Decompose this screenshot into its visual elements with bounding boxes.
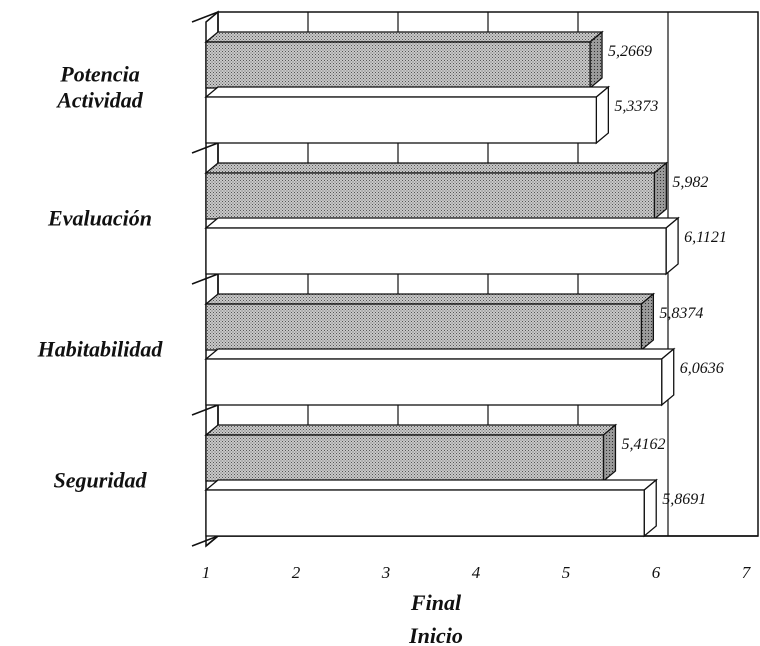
data-label: 5,8374 bbox=[659, 305, 703, 322]
bar-inicio bbox=[206, 218, 678, 274]
data-label: 5,8691 bbox=[662, 491, 706, 508]
data-label: 5,4162 bbox=[621, 436, 665, 453]
bar-final bbox=[206, 425, 615, 481]
bar-inicio bbox=[206, 480, 656, 536]
category-tick bbox=[192, 143, 218, 153]
bar-side bbox=[596, 87, 608, 143]
data-label: 6,1121 bbox=[684, 229, 727, 246]
bar-front bbox=[206, 97, 596, 143]
bar-top bbox=[206, 425, 615, 435]
bar-side bbox=[666, 218, 678, 274]
category-tick bbox=[192, 405, 218, 415]
legend-entry: Final bbox=[410, 590, 462, 615]
data-label: 5,3373 bbox=[614, 98, 658, 115]
bar-top bbox=[206, 480, 656, 490]
data-label: 5,2669 bbox=[608, 43, 652, 60]
x-tick-label: 1 bbox=[202, 563, 211, 582]
bar-side bbox=[662, 349, 674, 405]
bar-front bbox=[206, 490, 644, 536]
bar-inicio bbox=[206, 87, 608, 143]
bar-front bbox=[206, 42, 590, 88]
category-label: Seguridad bbox=[54, 468, 148, 493]
bar-final bbox=[206, 163, 666, 219]
bar-front bbox=[206, 359, 662, 405]
bars-layer bbox=[206, 32, 678, 536]
bar-side bbox=[654, 163, 666, 219]
bar-top bbox=[206, 218, 678, 228]
bar-final bbox=[206, 32, 602, 88]
x-tick-label: 5 bbox=[562, 563, 571, 582]
category-label: Potencia Actividad bbox=[55, 62, 144, 113]
bar-top bbox=[206, 294, 653, 304]
legend-entry: Inicio bbox=[408, 623, 463, 646]
bar-top bbox=[206, 32, 602, 42]
category-tick bbox=[192, 12, 218, 22]
bar-top bbox=[206, 87, 608, 97]
bar-front bbox=[206, 304, 641, 350]
category-label: Habitabilidad bbox=[37, 337, 164, 362]
x-tick-label: 2 bbox=[292, 563, 301, 582]
bar-side bbox=[644, 480, 656, 536]
bar-front bbox=[206, 435, 603, 481]
bar-side bbox=[590, 32, 602, 88]
data-label: 5,982 bbox=[672, 174, 708, 191]
legend-layer: Final Inicio bbox=[408, 590, 463, 646]
bar-top bbox=[206, 349, 674, 359]
bar-inicio bbox=[206, 349, 674, 405]
bar-top bbox=[206, 163, 666, 173]
category-tick bbox=[192, 536, 218, 546]
bar-side bbox=[641, 294, 653, 350]
x-tick-label: 4 bbox=[472, 563, 481, 582]
x-tick-label: 3 bbox=[381, 563, 391, 582]
bar-side bbox=[603, 425, 615, 481]
bar-front bbox=[206, 173, 654, 219]
category-label: Evaluación bbox=[47, 206, 152, 231]
category-tick bbox=[192, 274, 218, 284]
bar-final bbox=[206, 294, 653, 350]
bar-front bbox=[206, 228, 666, 274]
data-label: 6,0636 bbox=[680, 360, 724, 377]
x-tick-label: 7 bbox=[742, 563, 752, 582]
floor-edge bbox=[206, 536, 218, 546]
x-tick-label: 6 bbox=[652, 563, 661, 582]
